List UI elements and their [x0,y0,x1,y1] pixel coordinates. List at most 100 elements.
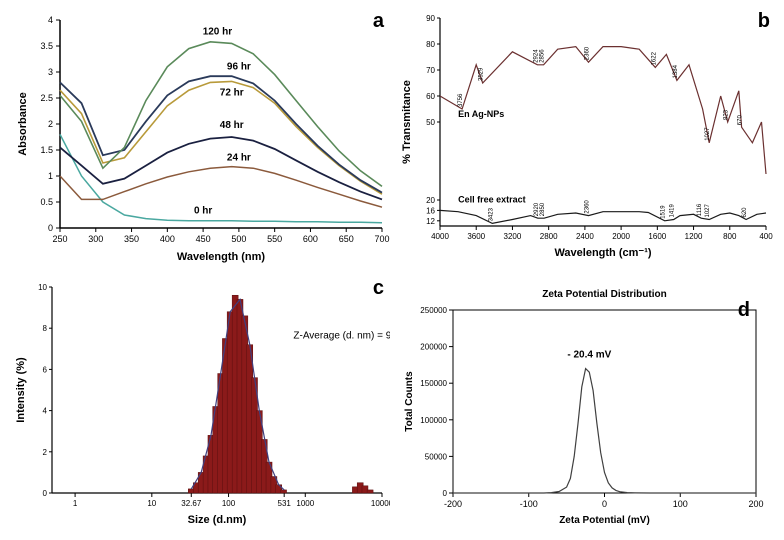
svg-text:50: 50 [426,118,435,127]
svg-text:0.5: 0.5 [40,197,53,207]
svg-text:150000: 150000 [420,379,447,388]
svg-text:48 hr: 48 hr [220,120,244,131]
svg-text:100: 100 [673,499,688,509]
svg-text:2: 2 [43,448,48,457]
svg-text:2920: 2920 [534,202,540,216]
svg-text:En Ag-NPs: En Ag-NPs [458,109,504,119]
svg-text:450: 450 [196,234,211,244]
panel-d: -200-10001002000500001000001500002000002… [398,275,776,530]
svg-text:600: 600 [303,234,318,244]
chart-d: -200-10001002000500001000001500002000002… [398,275,776,530]
svg-text:200000: 200000 [420,343,447,352]
svg-text:120 hr: 120 hr [203,27,233,38]
chart-b: 4000360032002800240020001600120080040012… [398,8,776,263]
svg-text:500: 500 [231,234,246,244]
svg-text:1600: 1600 [648,232,666,241]
svg-text:% Transmitance: % Transmitance [401,80,413,164]
svg-text:1116: 1116 [697,203,703,216]
svg-text:1027: 1027 [705,127,711,141]
svg-text:3.5: 3.5 [40,41,53,51]
svg-text:Wavelength (cm⁻¹): Wavelength (cm⁻¹) [554,247,651,259]
svg-text:200: 200 [748,499,763,509]
svg-text:2000: 2000 [612,232,630,241]
svg-text:250: 250 [52,234,67,244]
svg-text:670: 670 [738,115,744,126]
svg-text:3529: 3529 [479,67,485,81]
svg-text:2360: 2360 [585,200,591,214]
svg-text:550: 550 [267,234,282,244]
svg-text:2924: 2924 [533,49,539,63]
panel-a-label: a [373,10,384,33]
svg-text:531: 531 [278,499,292,508]
panel-d-label: d [738,299,750,322]
svg-text:0 hr: 0 hr [194,205,212,216]
svg-text:24 hr: 24 hr [227,152,251,163]
svg-text:350: 350 [124,234,139,244]
svg-text:0: 0 [443,489,448,498]
svg-text:Total Counts: Total Counts [404,371,415,432]
svg-text:400: 400 [759,232,773,241]
svg-text:300: 300 [88,234,103,244]
figure-container: 25030035040045050055060065070000.511.522… [0,0,784,540]
svg-text:32.67: 32.67 [181,499,202,508]
panel-b: 4000360032002800240020001600120080040012… [398,8,776,263]
svg-text:823: 823 [724,109,730,120]
svg-text:3: 3 [48,67,53,77]
svg-text:1: 1 [73,499,78,508]
svg-text:6: 6 [43,365,48,374]
svg-text:96 hr: 96 hr [227,61,251,72]
svg-text:3200: 3200 [504,232,522,241]
svg-text:1: 1 [48,171,53,181]
svg-text:Intensity (%): Intensity (%) [15,357,27,423]
svg-text:620: 620 [742,207,748,218]
svg-text:0: 0 [602,499,607,509]
svg-text:3756: 3756 [458,93,464,107]
svg-text:4000: 4000 [431,232,449,241]
svg-text:400: 400 [160,234,175,244]
svg-text:2360: 2360 [585,46,591,60]
svg-text:Absorbance: Absorbance [17,92,29,156]
svg-text:Wavelength (nm): Wavelength (nm) [177,251,266,263]
svg-text:1.5: 1.5 [40,145,53,155]
panel-a: 25030035040045050055060065070000.511.522… [10,8,390,263]
svg-text:2.5: 2.5 [40,93,53,103]
svg-text:4: 4 [43,407,48,416]
panel-c: 11032.671005311000100000246810Size (d.nm… [10,275,390,530]
panel-b-label: b [758,10,770,33]
svg-text:80: 80 [426,40,435,49]
svg-text:2: 2 [48,119,53,129]
svg-text:70: 70 [426,66,435,75]
svg-text:2800: 2800 [540,232,558,241]
panel-c-label: c [373,277,384,300]
svg-text:700: 700 [374,234,389,244]
svg-text:1027: 1027 [705,203,711,217]
svg-text:72 hr: 72 hr [220,87,244,98]
svg-text:2856: 2856 [540,49,546,63]
svg-text:0: 0 [43,489,48,498]
svg-text:Zeta Potential Distribution: Zeta Potential Distribution [542,289,666,300]
svg-text:1384: 1384 [673,64,679,78]
svg-text:2850: 2850 [540,202,546,216]
svg-text:Size (d.nm): Size (d.nm) [188,514,247,526]
svg-text:3423: 3423 [488,207,494,221]
svg-text:1419: 1419 [670,203,676,217]
svg-text:1519: 1519 [661,205,667,219]
svg-text:16: 16 [426,206,435,215]
chart-a: 25030035040045050055060065070000.511.522… [10,8,390,263]
svg-text:800: 800 [723,232,737,241]
svg-text:-100: -100 [520,499,538,509]
svg-text:Cell free extract: Cell free extract [458,195,526,205]
svg-text:50000: 50000 [425,452,448,461]
chart-c: 11032.671005311000100000246810Size (d.nm… [10,275,390,530]
svg-text:10: 10 [38,283,47,292]
svg-text:250000: 250000 [420,306,447,315]
svg-text:10: 10 [147,499,156,508]
svg-text:Z-Average (d. nm) = 98.92: Z-Average (d. nm) = 98.92 [293,331,390,342]
svg-text:10000: 10000 [371,499,390,508]
svg-text:1200: 1200 [685,232,703,241]
svg-text:20: 20 [426,196,435,205]
svg-text:- 20.4 mV: - 20.4 mV [567,350,611,361]
svg-text:3600: 3600 [467,232,485,241]
svg-text:1622: 1622 [651,51,657,65]
svg-text:650: 650 [339,234,354,244]
